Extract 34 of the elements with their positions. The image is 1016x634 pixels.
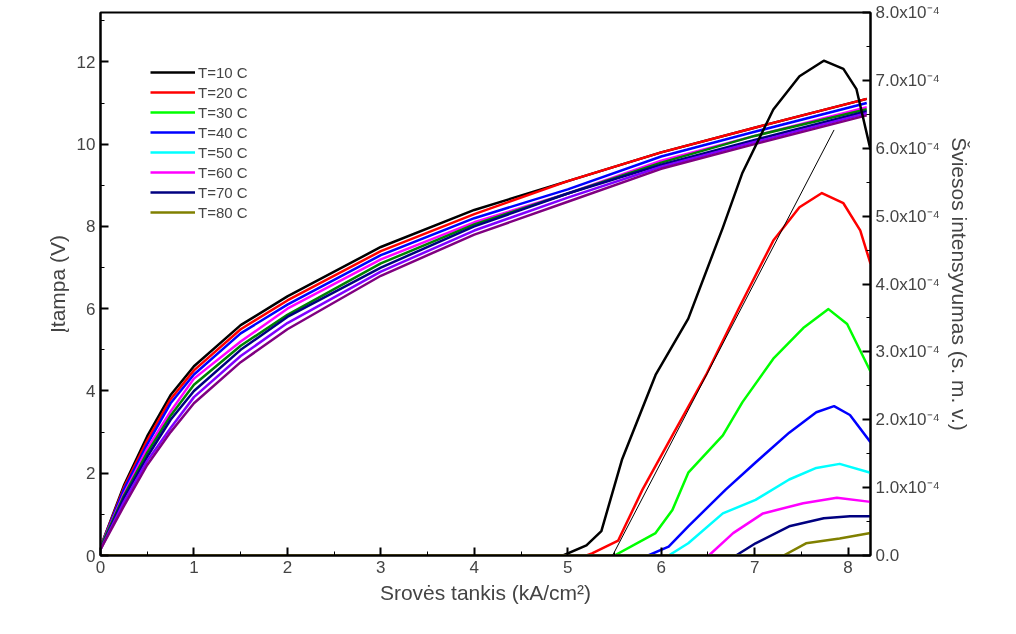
y2-tick-label: 2.0x10⁻⁴ (875, 410, 940, 430)
y2-tick-label: 4.0x10⁻⁴ (875, 274, 940, 294)
y-tick-label: 10 (76, 135, 96, 155)
x-tick-label: 7 (749, 557, 760, 577)
x-tick-label: 6 (656, 557, 666, 577)
y-tick-label: 8 (86, 217, 96, 237)
y2-tick-label: 1.0x10⁻⁴ (875, 478, 940, 498)
x-tick-label: 8 (843, 557, 853, 577)
x-axis-title: Srovės tankis (kA/cm²) (379, 580, 592, 604)
legend-label: T=50 C (198, 143, 248, 161)
y2-tick-label: 8.0x10⁻⁴ (875, 3, 940, 22)
legend-label: T=30 C (198, 103, 248, 121)
x-tick-label: 5 (563, 557, 573, 577)
y2-tick-label: 5.0x10⁻⁴ (875, 206, 940, 226)
x-tick-label: 3 (376, 557, 386, 577)
x-tick-label: 1 (189, 557, 199, 577)
y2-tick-label: 6.0x10⁻⁴ (875, 138, 940, 158)
x-tick-label: 2 (282, 557, 293, 577)
y2-tick-label: 0.0 (875, 546, 900, 565)
legend-label: T=40 C (198, 123, 248, 141)
y-tick-label: 4 (86, 381, 96, 401)
legend-label: T=60 C (198, 163, 248, 181)
y-tick-label: 12 (76, 52, 96, 72)
y-axis-title: Įtampa (V) (45, 234, 69, 334)
legend-label: T=10 C (198, 63, 248, 81)
x-tick-label: 4 (469, 557, 480, 577)
y2-tick-label: 7.0x10⁻⁴ (875, 70, 940, 90)
legend-label: T=80 C (198, 203, 248, 221)
y2-axis-title: Šviesos intensyvumas (s. m. v.) (947, 137, 971, 431)
legend-label: T=20 C (198, 83, 248, 101)
y-tick-label: 2 (86, 464, 96, 484)
legend-label: T=70 C (198, 183, 248, 201)
y-tick-label: 6 (86, 299, 96, 319)
y2-tick-label: 3.0x10⁻⁴ (875, 342, 940, 362)
